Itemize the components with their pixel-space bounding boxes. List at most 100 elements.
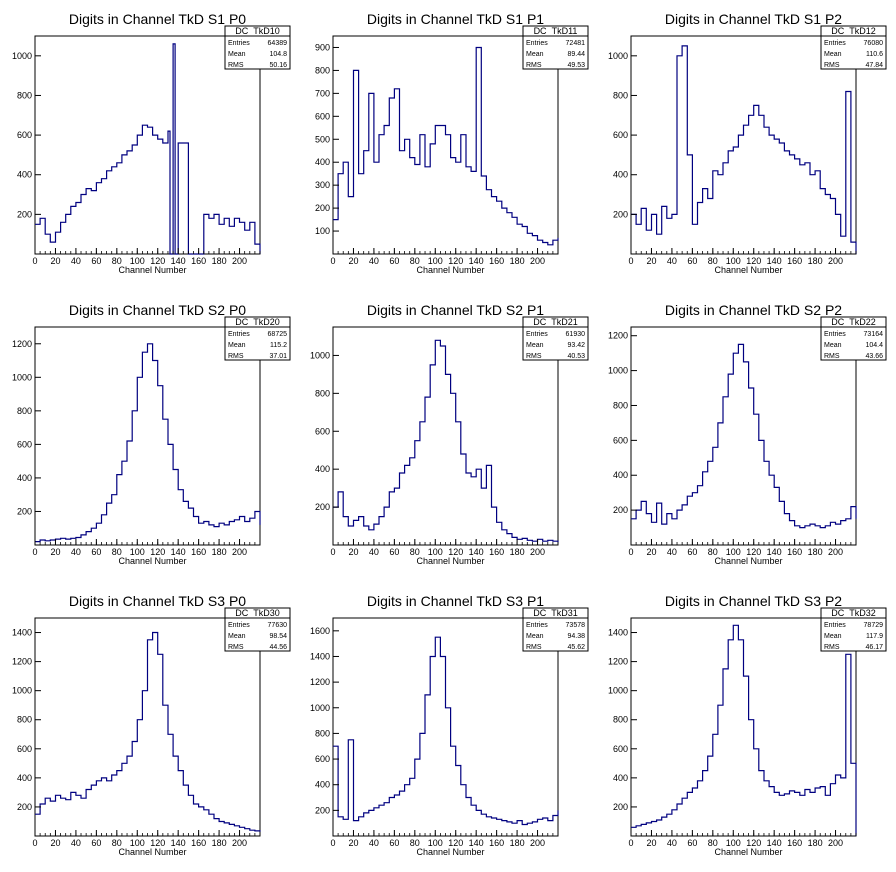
histogram-panel: Digits in Channel TkD S1 P1 0 20 40 60 80 100 1… [315, 11, 589, 275]
stats-value: 45.62 [567, 644, 585, 651]
y-tick-label: 600 [613, 744, 628, 754]
stats-value: 110.6 [866, 51, 883, 58]
stats-value: 78729 [864, 622, 884, 629]
x-tick-label: 20 [646, 547, 656, 557]
stats-box: DC_TkD12 Entries 76080 Mean 110.6 RMS 47.84 [820, 25, 887, 70]
x-tick-label: 60 [687, 547, 697, 557]
stats-key: Mean [526, 51, 544, 58]
y-tick-label: 1000 [608, 366, 628, 376]
x-tick-label: 80 [410, 547, 420, 557]
x-tick-label: 0 [32, 256, 37, 266]
stats-name: DC_TkD20 [235, 317, 280, 327]
y-tick-label: 800 [17, 90, 32, 100]
y-tick-label: 200 [17, 209, 32, 219]
y-tick-label: 1000 [608, 686, 628, 696]
x-axis-label: Channel Number [416, 265, 484, 275]
y-tick-label: 500 [315, 134, 330, 144]
x-tick-label: 20 [348, 256, 358, 266]
y-tick-label: 200 [613, 209, 628, 219]
stats-name: DC_TkD11 [534, 26, 578, 36]
y-tick-label: 1000 [12, 686, 32, 696]
y-tick-label: 700 [315, 88, 330, 98]
y-tick-label: 400 [315, 780, 330, 790]
x-tick-label: 40 [369, 838, 379, 848]
y-tick-label: 400 [17, 773, 32, 783]
x-tick-label: 80 [410, 256, 420, 266]
x-tick-label: 60 [687, 838, 697, 848]
chart-title: Digits in Channel TkD S2 P1 [367, 302, 544, 318]
y-tick-label: 1400 [608, 628, 628, 638]
y-tick-label: 1200 [310, 677, 330, 687]
x-tick-label: 180 [212, 838, 227, 848]
histogram-series-line [631, 624, 857, 836]
stats-value: 50.16 [269, 62, 287, 69]
chart-title: Digits in Channel TkD S1 P2 [665, 11, 842, 27]
stats-name: DC_TkD21 [533, 317, 578, 327]
stats-key: RMS [824, 62, 840, 69]
stats-key: RMS [228, 62, 244, 69]
x-tick-label: 180 [808, 838, 823, 848]
x-tick-label: 160 [787, 256, 802, 266]
x-tick-label: 160 [489, 256, 504, 266]
x-tick-label: 40 [369, 547, 379, 557]
y-tick-label: 200 [613, 505, 628, 515]
x-tick-label: 20 [646, 256, 656, 266]
x-tick-label: 200 [232, 838, 247, 848]
x-tick-label: 160 [191, 256, 206, 266]
stats-value: 40.53 [567, 353, 585, 360]
x-tick-label: 80 [112, 256, 122, 266]
chart-title: Digits in Channel TkD S2 P2 [665, 302, 842, 318]
x-tick-label: 100 [428, 256, 443, 266]
x-tick-label: 80 [708, 838, 718, 848]
histogram-panel: Digits in Channel TkD S3 P1 0 20 40 60 80 100 1… [310, 593, 589, 857]
chart-title: Digits in Channel TkD S3 P0 [69, 593, 246, 609]
x-tick-label: 100 [130, 547, 145, 557]
x-tick-label: 60 [389, 838, 399, 848]
y-tick-label: 400 [613, 170, 628, 180]
x-tick-label: 140 [767, 838, 782, 848]
chart-title: Digits in Channel TkD S1 P0 [69, 11, 246, 27]
y-tick-label: 400 [315, 464, 330, 474]
stats-value: 73578 [566, 622, 586, 629]
stats-value: 43.66 [865, 353, 883, 360]
x-tick-label: 80 [708, 256, 718, 266]
x-tick-label: 100 [726, 256, 741, 266]
y-tick-label: 400 [17, 473, 32, 483]
x-tick-label: 200 [530, 256, 545, 266]
x-tick-label: 80 [708, 547, 718, 557]
x-tick-label: 160 [191, 547, 206, 557]
stats-name: DC_TkD30 [235, 608, 280, 618]
x-tick-label: 140 [469, 256, 484, 266]
stats-value: 94.38 [567, 633, 585, 640]
x-tick-label: 20 [348, 838, 358, 848]
stats-box: DC_TkD32 Entries 78729 Mean 117.9 RMS 46.17 [820, 607, 887, 652]
stats-name: DC_TkD32 [831, 608, 876, 618]
stats-key: Mean [824, 342, 842, 349]
histogram-series-line [333, 339, 559, 543]
x-tick-label: 100 [428, 838, 443, 848]
stats-key: Mean [228, 51, 246, 58]
stats-key: Entries [228, 331, 250, 338]
x-tick-label: 20 [50, 838, 60, 848]
stats-value: 49.53 [567, 62, 585, 69]
x-tick-label: 160 [191, 838, 206, 848]
x-tick-label: 180 [510, 838, 525, 848]
stats-value: 73164 [864, 331, 884, 338]
stats-value: 47.84 [865, 62, 883, 69]
y-tick-label: 800 [17, 715, 32, 725]
y-tick-label: 800 [613, 90, 628, 100]
y-tick-label: 900 [315, 42, 330, 52]
x-tick-label: 120 [448, 256, 463, 266]
x-tick-label: 0 [32, 838, 37, 848]
x-tick-label: 140 [469, 547, 484, 557]
stats-value: 44.56 [269, 644, 287, 651]
x-tick-label: 200 [530, 838, 545, 848]
histogram-series-line [631, 343, 857, 529]
y-tick-label: 1200 [608, 331, 628, 341]
stats-box-frame [224, 316, 291, 361]
y-tick-label: 200 [315, 502, 330, 512]
x-tick-label: 60 [389, 547, 399, 557]
x-tick-label: 60 [91, 256, 101, 266]
stats-box-frame [224, 25, 291, 70]
